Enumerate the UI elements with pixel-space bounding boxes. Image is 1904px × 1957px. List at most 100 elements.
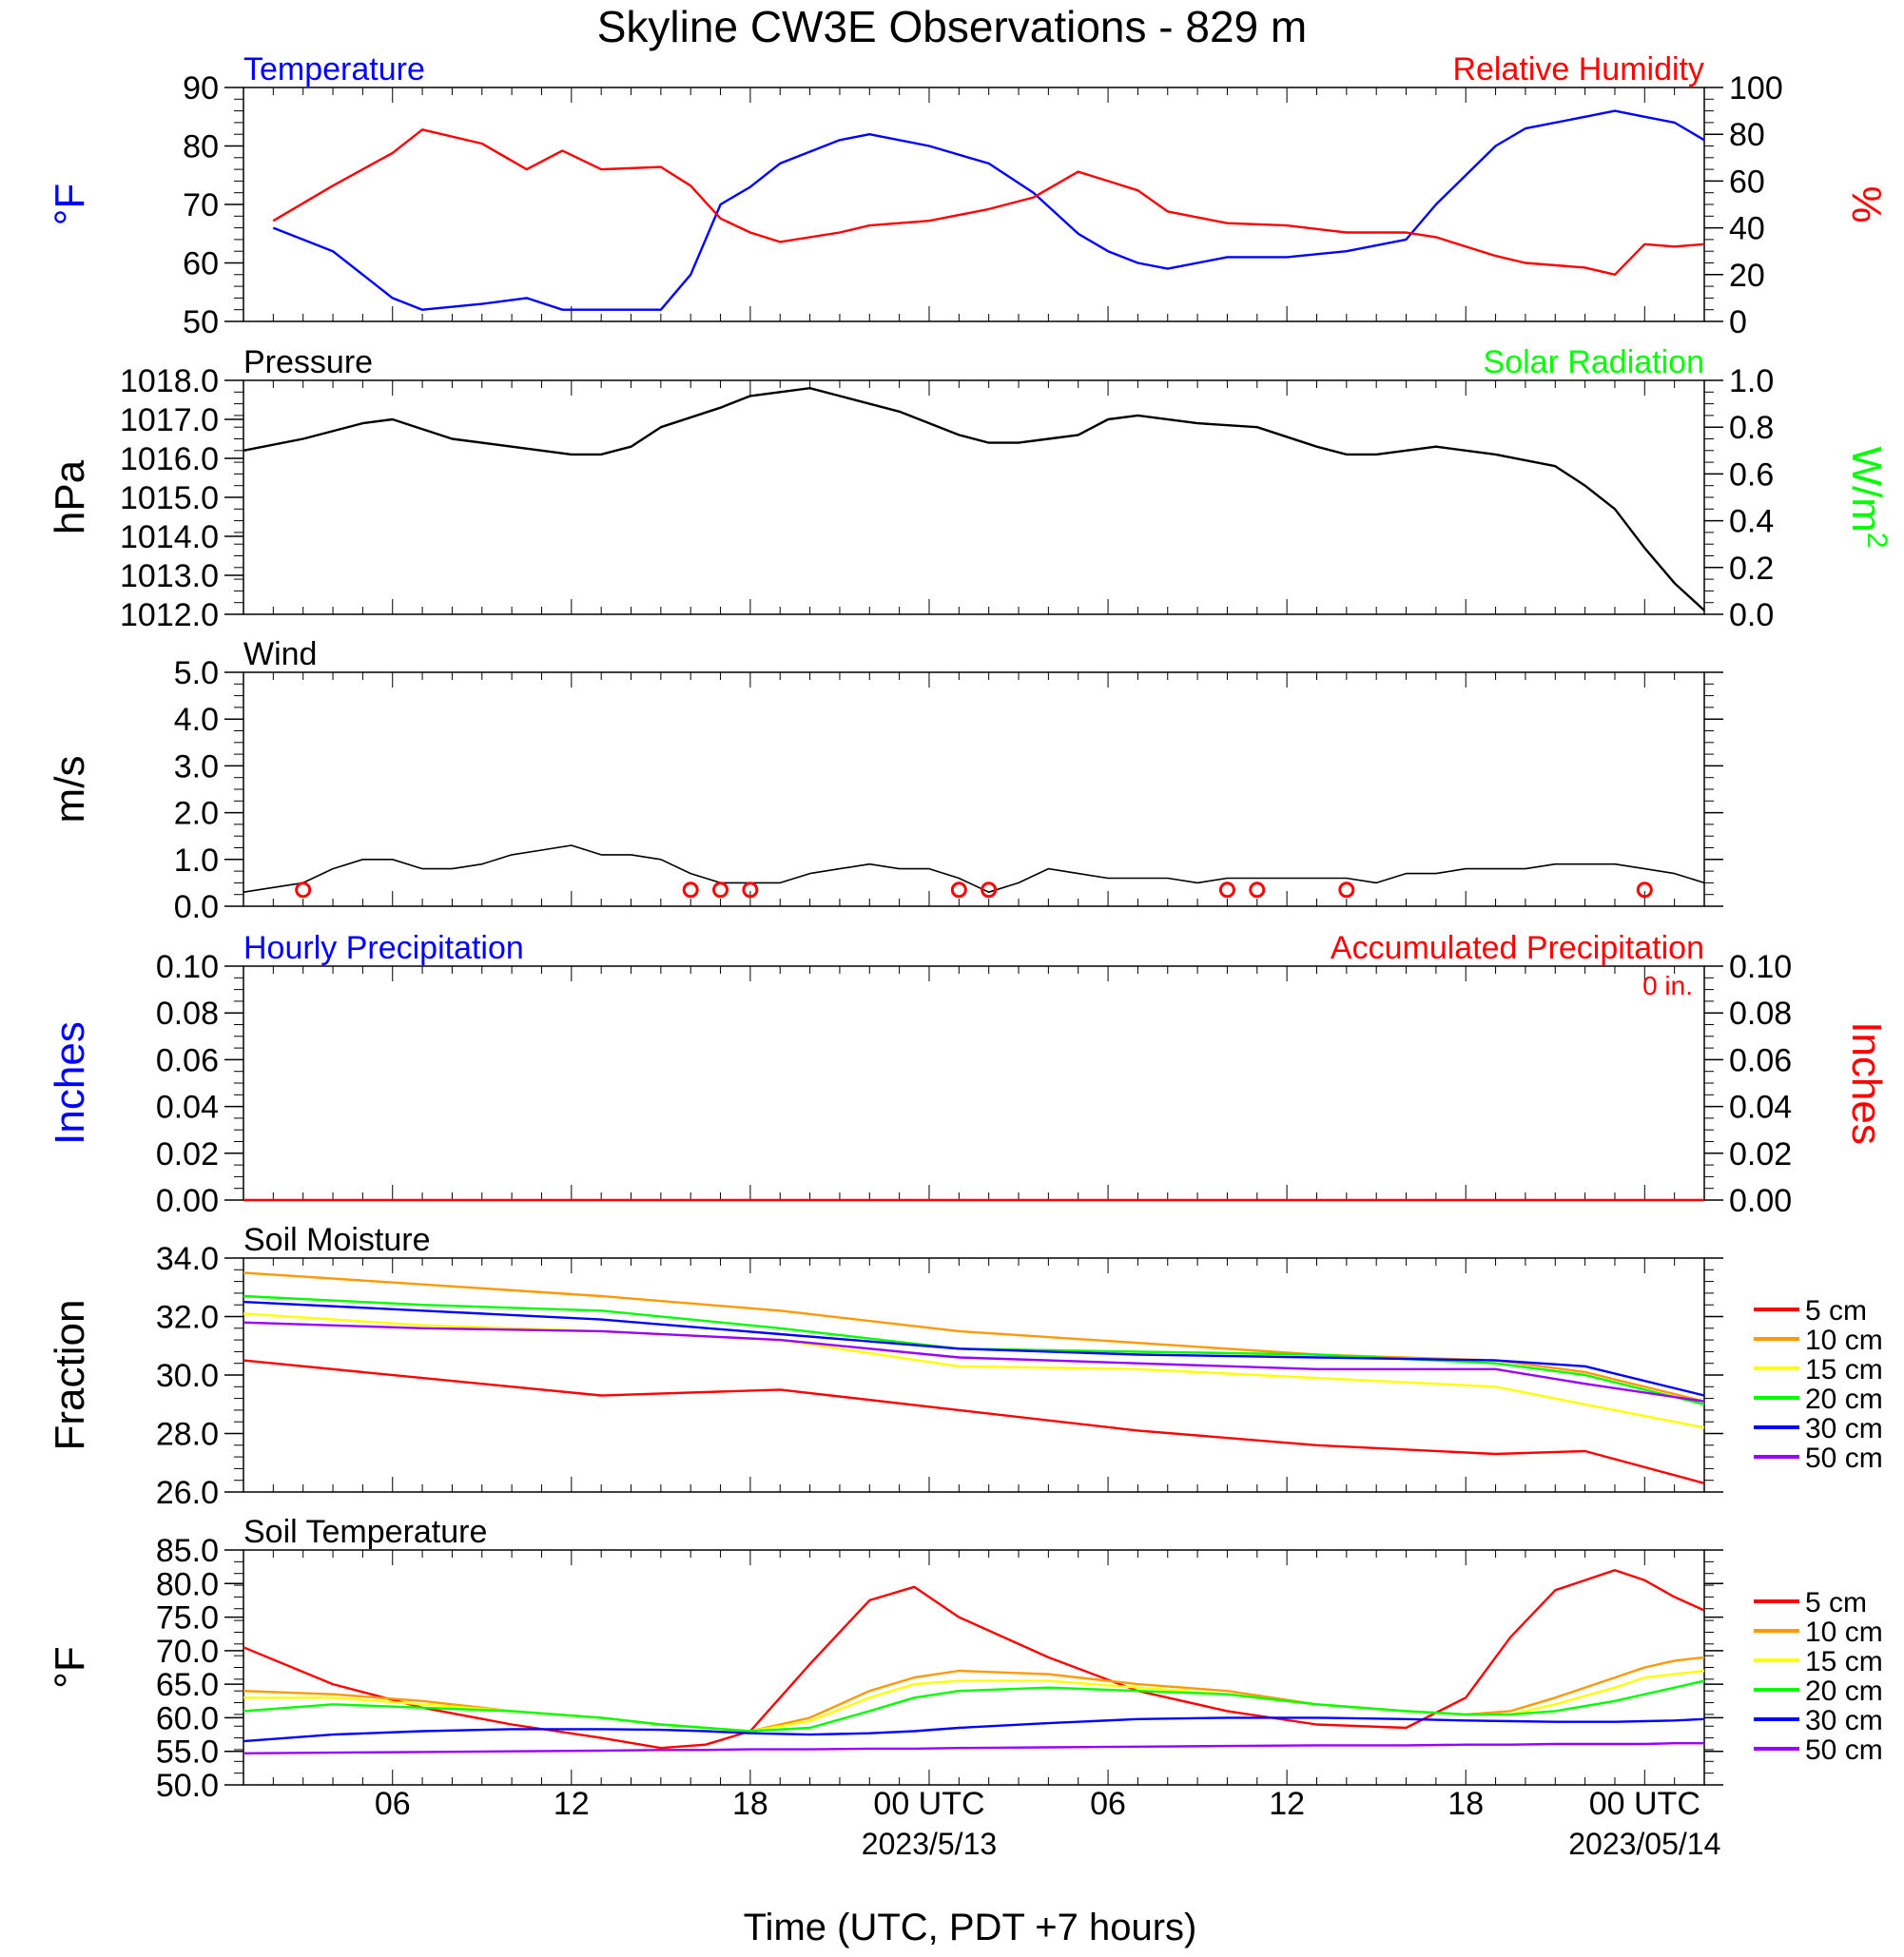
y-tick-label-left: 65.0 [156, 1667, 219, 1703]
series-line-3 [243, 1679, 1705, 1733]
legend-label: 5 cm [1805, 1587, 1867, 1618]
y-tick-label-left: 75.0 [156, 1600, 219, 1637]
y-tick-label-left: 0.04 [156, 1090, 219, 1126]
accumulated-annotation: 0 in. [1642, 971, 1693, 1000]
series-line-1 [272, 128, 1705, 276]
series-line-2 [243, 1312, 1705, 1429]
chart-panels: 50 60 70 80 90 0 20 40 60 80 100 Temperature Relativ… [47, 51, 1893, 1804]
x-tick-label: 06 [375, 1786, 411, 1822]
y-tick-label-left: 5.0 [174, 655, 219, 691]
panel-title-left: Temperature [243, 51, 425, 87]
y-tick-label-left: 70 [183, 187, 219, 223]
series-line-0 [243, 1568, 1705, 1750]
series-line-0 [272, 109, 1705, 311]
series-line-0 [243, 844, 1705, 894]
y-tick-label-right: 100 [1729, 70, 1783, 107]
legend-label: 15 cm [1805, 1354, 1883, 1385]
y-axis-label-left: Inches [47, 1021, 93, 1145]
figure-title: Skyline CW3E Observations - 829 m [597, 2, 1308, 51]
y-tick-label-left: 85.0 [156, 1533, 219, 1569]
y-tick-label-left: 1015.0 [120, 480, 219, 516]
x-tick-label: 18 [732, 1786, 768, 1822]
y-tick-label-left: 50 [183, 304, 219, 340]
y-tick-label-left: 2.0 [174, 796, 219, 832]
y-tick-label-left: 90 [183, 70, 219, 107]
y-tick-label-left: 1013.0 [120, 558, 219, 594]
legend-label: 30 cm [1805, 1413, 1883, 1444]
y-tick-label-left: 26.0 [156, 1475, 219, 1511]
legend-label: 5 cm [1805, 1295, 1867, 1327]
x-tick-label: 18 [1447, 1786, 1484, 1822]
calm-wind-marker [682, 882, 699, 899]
y-tick-label-right: 0.10 [1729, 949, 1792, 985]
y-axis-label-left: Fraction [47, 1300, 93, 1451]
panel-title-left: Wind [243, 636, 317, 672]
series-line-0 [243, 1359, 1705, 1484]
calm-wind-marker [981, 882, 998, 899]
series-line-5 [243, 1321, 1705, 1403]
y-tick-label-right: 0.2 [1729, 551, 1774, 587]
panel-title-right: Accumulated Precipitation [1331, 930, 1704, 966]
series-line-4 [243, 1716, 1705, 1743]
x-tick-label: 06 [1090, 1786, 1126, 1822]
calm-wind-marker [742, 882, 759, 899]
y-tick-label-left: 50.0 [156, 1768, 219, 1804]
panel-pressure: 1012.01013.01014.01015.01016.01017.01018… [47, 344, 1893, 633]
panel-precipitation: 0.00 0.02 0.04 0.06 0.08 0.10 0.00 0.02 0.04 0.06… [47, 930, 1890, 1219]
y-axis-label-right: Inches [1843, 1021, 1890, 1145]
panel-frame [243, 87, 1705, 322]
y-tick-label-right: 0.08 [1729, 996, 1792, 1032]
y-tick-label-right: 0 [1729, 304, 1747, 340]
series-line-5 [243, 1741, 1704, 1755]
legend-label: 10 cm [1805, 1325, 1883, 1356]
y-tick-label-right: 1.0 [1729, 363, 1774, 399]
calm-wind-marker [950, 882, 967, 899]
y-tick-label-left: 55.0 [156, 1734, 219, 1771]
y-tick-label-left: 30.0 [156, 1358, 219, 1394]
y-tick-label-left: 0.06 [156, 1042, 219, 1078]
y-tick-label-left: 4.0 [174, 702, 219, 738]
panel-title-left: Soil Temperature [243, 1514, 487, 1550]
y-tick-label-left: 1017.0 [120, 402, 219, 438]
x-axis: 06 12 18 00 UTC 06 12 18 00 UTC 2023/5/13 2023/05… [375, 1786, 1721, 1861]
series-line-3 [243, 1294, 1705, 1405]
legend-label: 15 cm [1805, 1646, 1883, 1677]
x-tick-label: 12 [1269, 1786, 1305, 1822]
panel-temperature-humidity: 50 60 70 80 90 0 20 40 60 80 100 Temperature Relativ… [47, 51, 1890, 340]
legend-label: 20 cm [1805, 1676, 1883, 1707]
y-tick-label-right: 20 [1729, 258, 1765, 294]
panel-wind: 0.0 1.0 2.0 3.0 4.0 5.0 Wind m/s [47, 636, 1723, 925]
y-axis-label-right-superscript: 2 [1861, 533, 1893, 549]
y-axis-label-right: W/m2 [1843, 446, 1893, 548]
y-tick-label-left: 1012.0 [120, 597, 219, 633]
panel-frame [243, 965, 1705, 1201]
y-axis-label-left: m/s [47, 756, 93, 823]
y-tick-label-right: 0.02 [1729, 1136, 1792, 1172]
calm-wind-marker [1218, 882, 1235, 899]
y-tick-label-right: 0.8 [1729, 410, 1774, 446]
legend-label: 20 cm [1805, 1384, 1883, 1415]
y-axis-label-right: % [1843, 185, 1890, 223]
calm-wind-marker [1249, 882, 1266, 899]
y-tick-label-left: 0.02 [156, 1136, 219, 1172]
y-tick-label-left: 70.0 [156, 1634, 219, 1670]
panel-title-left: Soil Moisture [243, 1222, 431, 1258]
y-tick-label-right: 40 [1729, 211, 1765, 247]
series-line-2 [243, 1669, 1705, 1733]
y-tick-label-right: 0.4 [1729, 504, 1774, 540]
panel-title-left: Pressure [243, 344, 373, 380]
y-axis-label-left: °F [47, 184, 93, 225]
y-tick-label-left: 1.0 [174, 843, 219, 879]
x-tick-label: 00 UTC [1589, 1786, 1700, 1822]
y-tick-label-left: 60.0 [156, 1700, 219, 1736]
y-tick-label-left: 1018.0 [120, 363, 219, 399]
y-tick-label-left: 28.0 [156, 1417, 219, 1453]
calm-wind-marker [1338, 882, 1355, 899]
y-tick-label-right: 0.04 [1729, 1090, 1792, 1126]
calm-wind-marker [1636, 882, 1653, 899]
y-tick-label-left: 0.00 [156, 1183, 219, 1219]
y-tick-label-right: 80 [1729, 117, 1765, 153]
panel-soil-temperature: 50.055.060.065.070.075.080.085.0 Soil Tem… [47, 1514, 1883, 1804]
y-axis-label-left: °F [47, 1646, 93, 1688]
